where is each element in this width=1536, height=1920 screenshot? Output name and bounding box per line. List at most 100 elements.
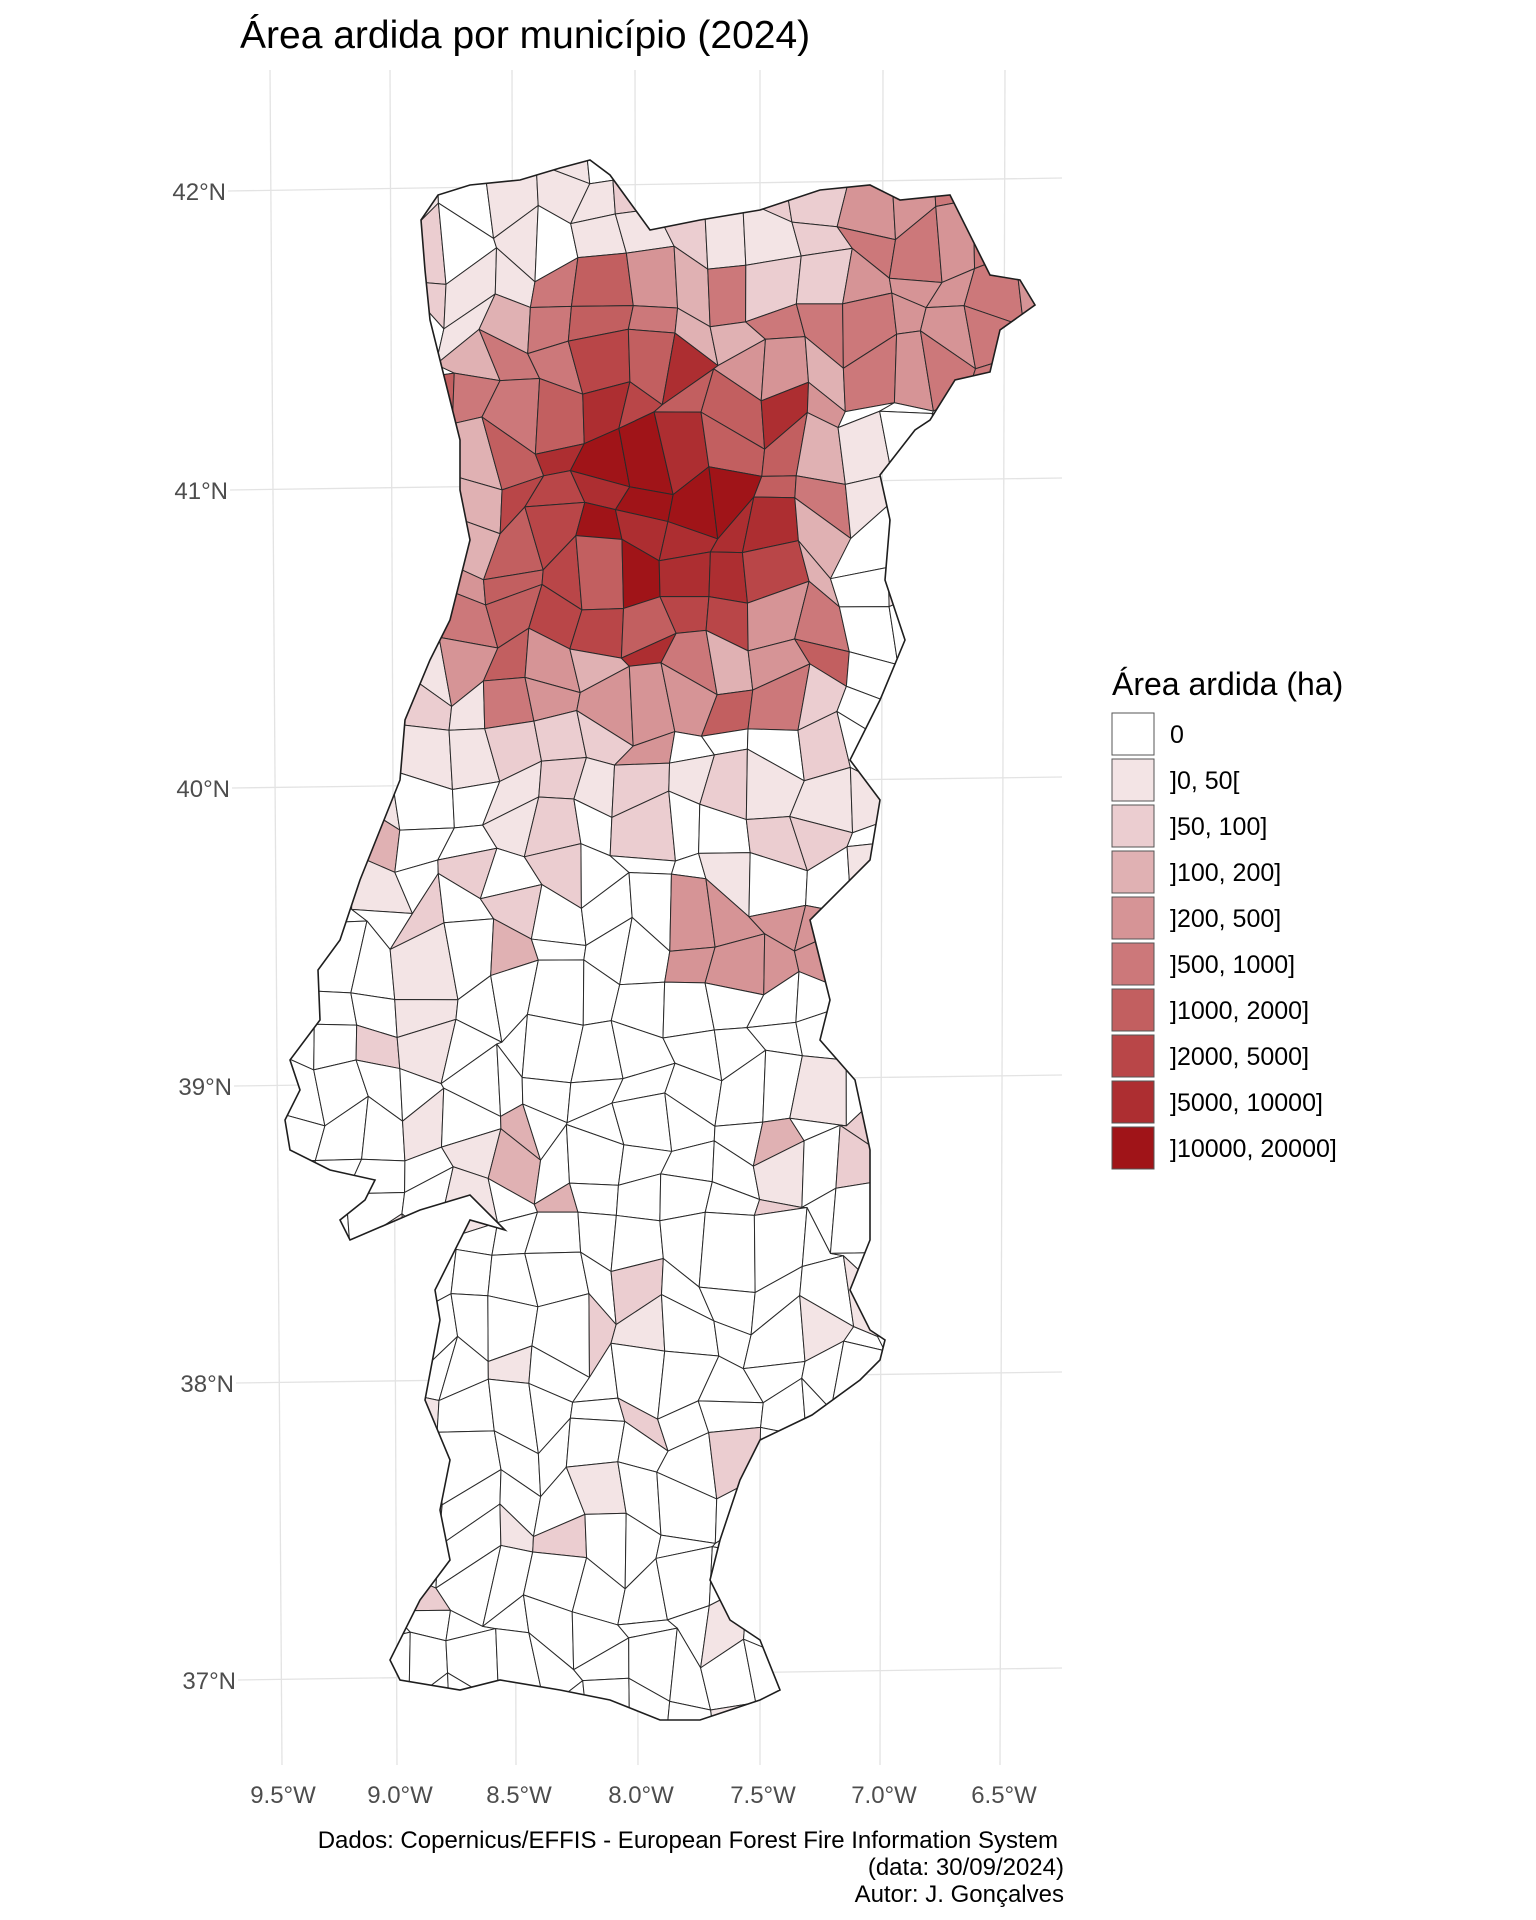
municipality (625, 245, 679, 309)
municipality (285, 1553, 321, 1630)
municipality (897, 1177, 928, 1253)
municipality (354, 278, 414, 298)
municipality (346, 412, 411, 484)
municipality (965, 590, 1026, 658)
x-tick-label: 9.0°W (367, 1782, 433, 1809)
municipality (919, 585, 971, 658)
caption-source: Dados: Copernicus/EFFIS - European Fores… (318, 1827, 1058, 1854)
municipality (747, 1556, 794, 1631)
municipality (920, 1210, 984, 1231)
municipality (1022, 961, 1035, 1020)
municipality (753, 475, 797, 499)
municipality (1018, 1237, 1035, 1269)
legend-label: ]10000, 20000] (1170, 1135, 1337, 1163)
municipality (308, 269, 368, 298)
municipality (1019, 1253, 1035, 1315)
municipality (586, 160, 624, 185)
municipality (840, 987, 885, 1006)
municipality (350, 636, 394, 693)
municipality (961, 1588, 1021, 1662)
municipality (921, 732, 980, 775)
municipality (360, 1369, 415, 1406)
municipality (921, 928, 975, 979)
municipality (285, 447, 325, 484)
x-tick-label: 7.0°W (851, 1782, 917, 1809)
municipality (964, 833, 1023, 886)
municipality (925, 507, 981, 566)
municipality (285, 1689, 322, 1720)
municipality (315, 371, 360, 450)
municipality (1012, 1388, 1035, 1460)
municipality (436, 160, 493, 176)
municipality (285, 853, 323, 896)
municipality (796, 1680, 844, 1720)
municipality (884, 1214, 936, 1296)
municipality (891, 773, 942, 819)
municipality (885, 1509, 941, 1583)
municipality (654, 162, 706, 220)
municipality (285, 667, 323, 735)
municipality (285, 1502, 321, 1585)
municipality (708, 551, 748, 604)
municipality (971, 821, 1018, 865)
municipality (363, 1701, 410, 1720)
municipality (353, 559, 414, 584)
municipality (962, 394, 1015, 440)
municipality (961, 1549, 1027, 1617)
municipality (309, 1439, 364, 1478)
municipality (445, 1628, 500, 1704)
municipality (885, 1545, 941, 1627)
legend-swatch (1111, 896, 1155, 940)
municipality (575, 535, 625, 611)
municipality (836, 161, 897, 241)
municipality (1008, 823, 1035, 856)
legend-label: ]5000, 10000] (1170, 1089, 1323, 1117)
legend-swatch (1111, 1126, 1155, 1170)
municipality (285, 495, 327, 582)
municipality (285, 286, 313, 366)
municipality (285, 969, 315, 1030)
municipality (886, 1671, 936, 1720)
legend-swatch (1111, 712, 1155, 756)
municipality (967, 1459, 1026, 1531)
municipality (919, 632, 971, 682)
legend-swatch (1111, 988, 1155, 1032)
municipality (877, 1477, 922, 1526)
municipality (306, 1594, 368, 1666)
municipality (1019, 1554, 1035, 1626)
municipality (888, 1607, 939, 1649)
municipality (886, 1644, 932, 1688)
municipality (923, 1055, 969, 1116)
municipality (964, 1051, 1028, 1116)
municipality (565, 1417, 626, 1468)
x-axis-ticks: 9.5°W 9.0°W 8.5°W 8.0°W 7.5°W 7.0°W 6.5°… (250, 1782, 1037, 1809)
municipality (829, 1671, 897, 1720)
municipality (929, 1395, 971, 1442)
legend-label: ]100, 200] (1170, 859, 1281, 887)
municipality (354, 1422, 406, 1483)
municipality (358, 361, 414, 380)
municipality (320, 166, 364, 227)
municipality (285, 351, 317, 394)
municipality (920, 1435, 986, 1494)
municipality (390, 1422, 443, 1506)
municipality (285, 1181, 317, 1230)
municipality (927, 1303, 983, 1370)
municipality (307, 853, 354, 910)
municipality (796, 1643, 853, 1687)
x-tick-label: 8.5°W (486, 1782, 552, 1809)
municipality (877, 1320, 931, 1352)
municipality (929, 879, 966, 957)
municipality (937, 1549, 979, 1609)
y-tick-label: 38°N (180, 1371, 234, 1398)
municipality (882, 977, 926, 1038)
municipality (348, 1594, 411, 1643)
municipality (317, 1298, 365, 1380)
municipality (285, 1219, 317, 1294)
municipality (920, 1214, 986, 1296)
municipality (972, 172, 1021, 226)
map-title: Área ardida por município (2024) (240, 14, 810, 57)
legend-swatch (1111, 1034, 1155, 1078)
municipality (743, 1638, 811, 1704)
